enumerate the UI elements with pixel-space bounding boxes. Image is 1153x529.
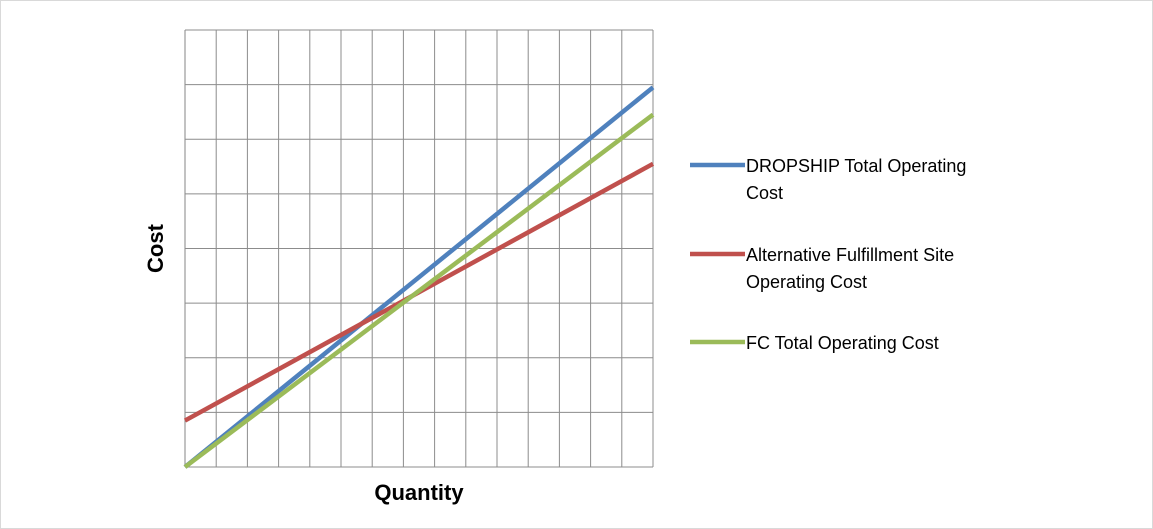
legend-label-1: DROPSHIP Total Operating: [746, 156, 966, 176]
legend-label-3: FC Total Operating Cost: [746, 333, 939, 353]
legend-label-2: Alternative Fulfillment Site: [746, 245, 954, 265]
legend-label-2: Operating Cost: [746, 272, 867, 292]
legend: DROPSHIP Total Operating Cost Alternative …: [690, 156, 966, 353]
x-axis-title: Quantity: [374, 480, 464, 505]
series-lines: [183, 85, 655, 469]
series-line-1: [183, 85, 655, 469]
legend-label-1: Cost: [746, 183, 783, 203]
series-line-3: [183, 112, 655, 469]
y-axis-title: Cost: [143, 223, 168, 273]
